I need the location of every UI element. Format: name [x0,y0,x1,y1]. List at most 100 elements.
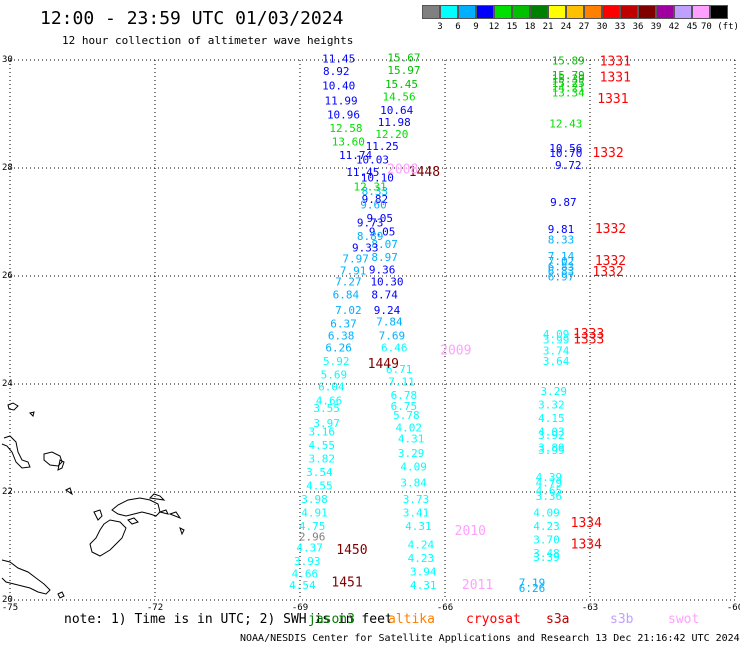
swh-value-label: 14.21 [552,81,585,94]
swh-value-label: 4.09 [543,328,570,341]
swh-value-label: 11.25 [366,140,399,153]
swh-value-label: 9.33 [352,242,379,255]
page-subtitle: 12 hour collection of altimeter wave hei… [62,34,354,47]
swh-value-label: 15.89 [552,54,585,67]
swh-value-label: 4.65 [536,485,563,498]
orbit-pass-label: 1332 [592,146,623,161]
lat-tick-label: 22 [2,487,13,497]
swh-value-label: 15.45 [385,78,418,91]
swh-value-label: 9.73 [357,216,384,229]
color-swatch [620,5,638,19]
swh-value-label: 3.29 [398,447,425,460]
swh-value-label: 9.87 [550,196,577,209]
swh-value-label: 4.23 [408,552,435,565]
swh-value-label: 4.39 [536,471,563,484]
swh-value-label: 7.69 [379,330,406,343]
swh-value-label: 15.79 [552,69,585,82]
swh-value-label: 6.37 [330,317,357,330]
swh-value-label: 7.02 [335,304,362,317]
swh-value-label: 6.04 [318,380,345,393]
swh-value-label: 6.75 [391,400,418,413]
orbit-pass-label: 1332 [592,265,623,280]
swh-value-label: 7.91 [340,264,367,277]
swh-value-label: 9.81 [548,223,575,236]
swh-value-label: 3.97 [313,417,340,430]
color-scale-label: 12 [488,22,500,32]
swh-value-label: 3.29 [541,385,568,398]
color-scale-label: 33 [614,22,626,32]
swh-value-label: 4.75 [299,520,326,533]
swh-value-label: 8.07 [371,238,398,251]
color-swatch [692,5,710,19]
swh-value-label: 3.36 [536,490,563,503]
swh-value-label: 6.26 [325,342,352,355]
swh-value-label: 10.10 [361,172,394,185]
swh-value-label: 8.89 [357,230,384,243]
swh-value-label: 9.72 [555,159,582,172]
swh-value-label: 4.31 [405,520,432,533]
orbit-pass-label: 1332 [595,254,626,269]
swh-value-label: 9.82 [362,193,389,206]
swh-value-label: 4.79 [536,477,563,490]
color-scale-label: 18 [524,22,536,32]
lon-tick-label: -60 [727,603,740,613]
swh-value-label: 3.55 [313,402,340,415]
lat-tick-label: 28 [2,163,13,173]
color-swatch [584,5,602,19]
color-swatch [476,5,494,19]
orbit-pass-label: 1333 [573,327,604,342]
swh-value-label: 7.84 [376,316,403,329]
lon-tick-label: -63 [582,603,598,613]
swh-value-label: 12.31 [354,181,387,194]
orbit-pass-label: 1331 [597,92,628,107]
swh-value-label: 4.02 [396,422,423,435]
swh-value-label: 4.09 [533,506,560,519]
orbit-pass-label: 1451 [331,576,362,591]
island-5 [57,459,65,471]
swh-value-label: 2.96 [299,531,326,544]
orbit-pass-label: 2008 [387,162,418,177]
island-4 [43,451,63,467]
swh-value-label: 4.09 [400,460,427,473]
swh-value-label: 3.48 [533,547,560,560]
footer-credit: NOAA/NESDIS Center for Satellite Applica… [240,633,740,644]
orbit-pass-label: 1331 [600,54,631,69]
color-swatch [458,5,476,19]
satellite-legend-item: s3b [610,612,634,627]
swh-value-label: 6.83 [548,265,575,278]
swh-value-label: 10.40 [322,80,355,93]
swh-value-label: 5.92 [323,355,350,368]
swh-value-label: 11.99 [325,94,358,107]
axis-labels: -75 -72 -69 -66 -63 -60 30 28 26 24 22 20 [2,55,740,613]
color-scale-label: 39 [650,22,662,32]
swh-value-label: 12.20 [375,128,408,141]
swh-value-label: 3.54 [306,466,333,479]
orbit-pass-label: 1334 [571,538,602,553]
swh-value-label: 11.45 [346,166,379,179]
swh-value-label: 4.23 [533,520,560,533]
swh-value-label: 13.34 [552,87,585,100]
lon-tick-label: -72 [147,603,163,613]
swh-value-label: 15.25 [552,77,585,90]
swh-value-label: 12.43 [549,118,582,131]
swh-value-label: 4.24 [408,539,435,552]
swh-value-label: 6.38 [328,330,355,343]
orbit-pass-label: 1448 [409,165,440,180]
lat-tick-label: 24 [2,379,13,389]
lon-tick-label: -66 [437,603,453,613]
swh-value-label: 4.66 [292,567,319,580]
swh-value-label: 6.97 [548,270,575,283]
swh-value-label: 7.14 [548,250,575,263]
swh-value-label: 15.67 [387,52,420,65]
swh-value-label: 4.15 [538,412,565,425]
color-scale-label: 27 [578,22,590,32]
graticule [9,59,736,601]
swh-value-label: 6.26 [519,582,546,595]
lon-tick-label: -69 [292,603,308,613]
swh-value-label: 3.99 [543,334,570,347]
color-swatch [602,5,620,19]
swh-value-label: 5.78 [393,409,420,422]
orbit-pass-label: 2009 [440,343,471,358]
island-16 [57,591,65,599]
